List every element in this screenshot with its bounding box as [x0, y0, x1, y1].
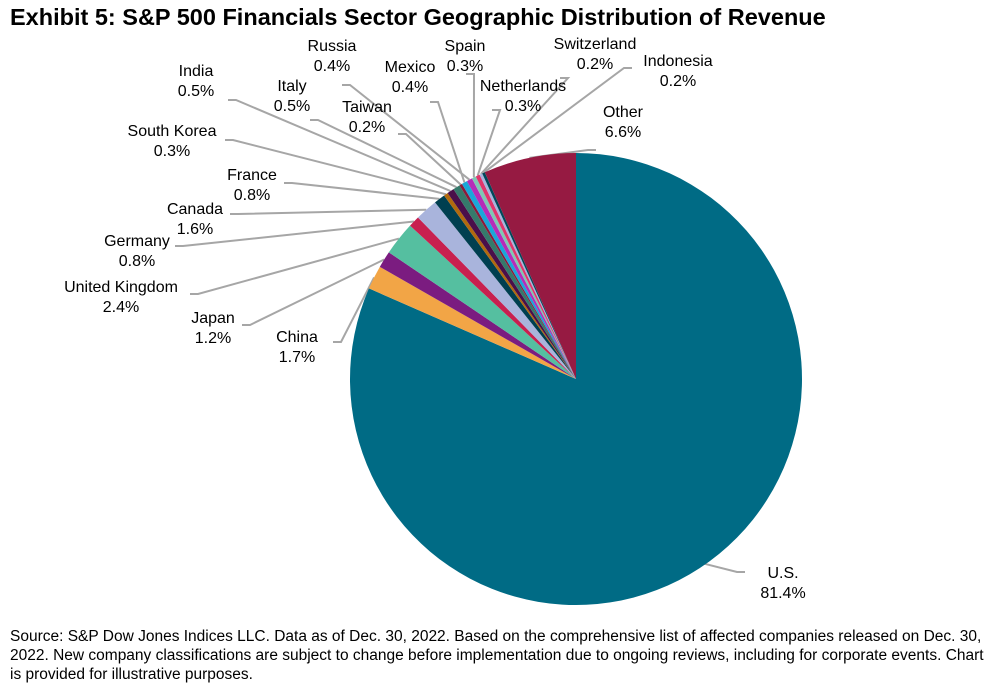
- pie-slice-taiwan: [459, 183, 576, 379]
- data-label: Taiwan 0.2%: [342, 99, 392, 136]
- leader-line: [466, 73, 476, 178]
- leader-line: [190, 237, 400, 295]
- leader-line: [482, 67, 632, 174]
- data-label: Spain 0.3%: [445, 38, 486, 75]
- pie-slice-italy: [453, 185, 576, 379]
- source-note: Source: S&P Dow Jones Indices LLC. Data …: [10, 628, 984, 683]
- data-label: France 0.8%: [227, 167, 277, 204]
- leader-line: [284, 182, 440, 200]
- pie-slice-united-kingdom: [388, 225, 576, 379]
- data-label: United Kingdom 2.4%: [64, 279, 178, 316]
- leader-line: [430, 101, 466, 183]
- pie-slice-japan: [379, 252, 576, 379]
- pie-slice-indonesia: [482, 172, 576, 379]
- pie-slice-china: [368, 266, 576, 379]
- data-label: Other 6.6%: [603, 104, 644, 141]
- pie-slice-russia: [466, 178, 576, 379]
- leader-line: [228, 99, 451, 192]
- leader-line: [476, 109, 502, 176]
- leader-line: [310, 119, 457, 189]
- data-label: China 1.7%: [276, 329, 318, 366]
- data-label: Germany 0.8%: [104, 233, 170, 270]
- chart-title: Exhibit 5: S&P 500 Financials Sector Geo…: [10, 4, 826, 30]
- data-label: Russia 0.4%: [308, 38, 357, 75]
- data-label: U.S. 81.4%: [760, 565, 805, 602]
- pie-slice-canada: [417, 202, 576, 379]
- data-label: South Korea 0.3%: [128, 123, 217, 160]
- pie-slice-switzerland: [479, 173, 576, 379]
- data-label: Canada 1.6%: [167, 201, 223, 238]
- data-label: Mexico 0.4%: [385, 59, 436, 96]
- leader-line: [480, 77, 571, 175]
- data-label: Japan 1.2%: [191, 310, 235, 347]
- leader-line: [175, 220, 415, 247]
- pie-slice-france: [435, 195, 576, 379]
- pie-slice-germany: [410, 217, 576, 379]
- data-label: Italy 0.5%: [274, 78, 310, 115]
- leader-line: [230, 208, 427, 215]
- pie-slice-u-s-: [349, 153, 803, 606]
- leader-line: [333, 277, 375, 343]
- pie-slice-other: [484, 153, 576, 379]
- data-label: Netherlands 0.3%: [480, 78, 566, 115]
- pie-slice-india: [447, 189, 576, 379]
- leader-line: [398, 133, 462, 186]
- leader-line: [342, 84, 471, 181]
- pie-slice-netherlands: [475, 174, 576, 379]
- pie-slice-mexico: [461, 181, 576, 379]
- pie-slice-spain: [471, 176, 576, 379]
- leader-line: [225, 139, 447, 196]
- leader-line: [242, 258, 385, 326]
- data-label: Indonesia 0.2%: [643, 53, 712, 90]
- pie-slice-south-korea: [444, 193, 576, 379]
- leader-line: [695, 560, 745, 573]
- data-label: India 0.5%: [178, 63, 214, 100]
- data-label: Switzerland 0.2%: [554, 36, 637, 73]
